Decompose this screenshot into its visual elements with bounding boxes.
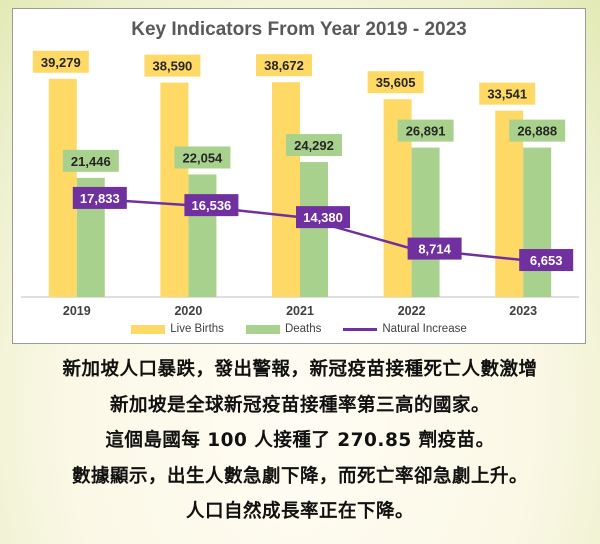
- legend-label-live-births: Live Births: [170, 323, 224, 335]
- x-tick-label: 2022: [398, 304, 426, 318]
- chart-title: Key Indicators From Year 2019 - 2023: [131, 19, 467, 40]
- caption-line: 人口自然成長率正在下降。: [185, 501, 414, 522]
- bar-live-births: [48, 78, 77, 298]
- data-label-natural-increase: 16,536: [192, 198, 232, 213]
- caption-block: 新加坡人口暴跌，發出警報，新冠疫苗接種死亡人數激增 新加坡是全球新冠疫苗接種率第…: [0, 352, 600, 530]
- label-box-live-births: [32, 50, 89, 73]
- data-label-natural-increase: 8,714: [418, 242, 451, 257]
- bar-deaths: [188, 174, 217, 297]
- label-box-live-births: [367, 71, 424, 94]
- bar-deaths: [523, 147, 552, 297]
- chart-card: Key Indicators From Year 2019 - 2023 39,…: [12, 8, 586, 344]
- x-tick-label: 2020: [174, 304, 202, 318]
- x-tick-label: 2023: [509, 304, 537, 318]
- bar-deaths: [300, 162, 328, 297]
- caption-line: 這個島國每 100 人接種了 270.85 劑疫苗。: [105, 430, 495, 451]
- chart-plot: 39,279 21,446 2019 38,590 22,054 2020 38,672 24…: [21, 50, 579, 318]
- label-box-deaths: [62, 149, 119, 172]
- label-box-deaths: [174, 146, 231, 169]
- data-label-deaths: 26,888: [517, 124, 557, 139]
- bar-live-births: [495, 110, 524, 298]
- data-label-deaths: 26,891: [406, 124, 446, 139]
- legend-swatch-live-births: [131, 324, 166, 334]
- label-box-natural-increase: [407, 237, 462, 260]
- label-box-live-births: [256, 54, 312, 77]
- legend-item-natural-increase: Natural Increase: [343, 323, 467, 335]
- legend-label-natural-increase: Natural Increase: [382, 323, 467, 335]
- label-box-deaths: [509, 119, 566, 142]
- bar-deaths: [411, 147, 440, 297]
- legend-label-deaths: Deaths: [284, 323, 322, 335]
- bar-live-births: [272, 82, 300, 298]
- label-box-natural-increase: [296, 206, 350, 229]
- legend-item-deaths: Deaths: [245, 323, 322, 335]
- label-box-natural-increase: [519, 249, 574, 272]
- label-box-natural-increase: [184, 194, 239, 217]
- data-label-live-births: 33,541: [487, 87, 527, 102]
- data-label-natural-increase: 17,833: [80, 191, 120, 206]
- x-tick-label: 2019: [63, 304, 91, 318]
- bar-live-births: [160, 82, 189, 297]
- data-label-natural-increase: 6,653: [530, 253, 563, 268]
- data-label-live-births: 38,672: [264, 58, 304, 73]
- data-label-live-births: 39,279: [41, 55, 81, 70]
- data-label-deaths: 21,446: [71, 154, 111, 169]
- label-box-live-births: [144, 54, 201, 77]
- label-box-deaths: [286, 134, 342, 157]
- legend-swatch-deaths: [245, 324, 280, 334]
- chart-legend: Live Births Deaths Natural Increase: [13, 323, 585, 335]
- data-label-deaths: 24,292: [294, 138, 334, 153]
- label-box-live-births: [479, 82, 536, 105]
- data-label-natural-increase: 14,380: [303, 210, 343, 225]
- label-box-natural-increase: [72, 186, 127, 209]
- data-label-deaths: 22,054: [183, 150, 224, 165]
- legend-item-live-births: Live Births: [131, 323, 224, 335]
- x-tick-label: 2021: [286, 304, 314, 318]
- data-label-live-births: 38,590: [153, 59, 193, 74]
- caption-line: 新加坡是全球新冠疫苗接種率第三高的國家。: [109, 394, 490, 416]
- caption-line: 新加坡人口暴跌，發出警報，新冠疫苗接種死亡人數激增: [62, 359, 538, 380]
- label-box-deaths: [397, 119, 454, 142]
- data-label-live-births: 35,605: [376, 75, 416, 90]
- legend-swatch-natural-increase: [343, 327, 378, 331]
- caption-line: 數據顯示，出生人數急劇下降，而死亡率卻急劇上升。: [71, 465, 528, 487]
